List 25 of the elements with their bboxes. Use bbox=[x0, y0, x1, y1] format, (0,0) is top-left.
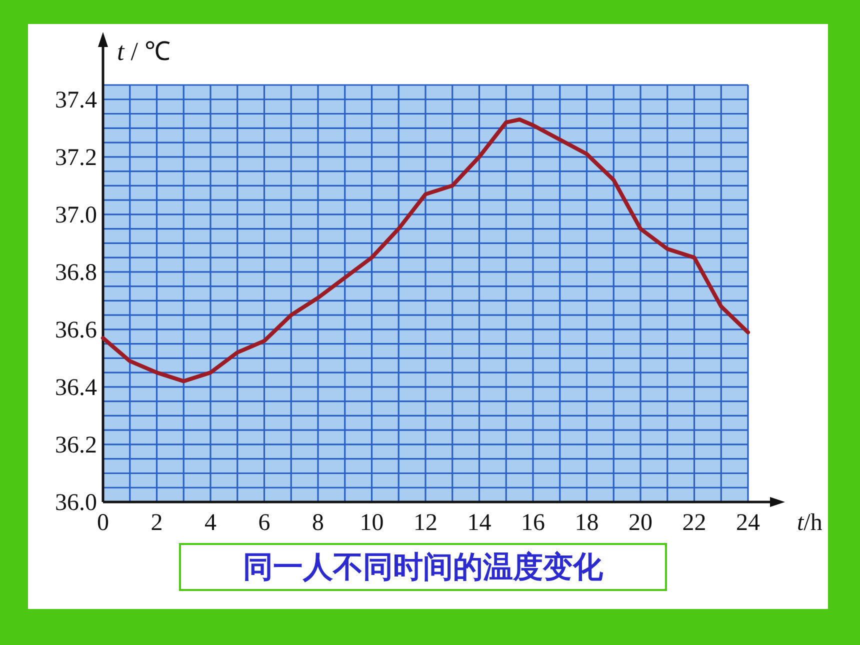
x-tick-label: 14 bbox=[467, 510, 492, 536]
y-tick-label: 37.0 bbox=[55, 202, 97, 228]
x-tick-label: 16 bbox=[521, 510, 545, 536]
x-tick-label: 6 bbox=[258, 510, 270, 536]
y-axis-title: t / ℃ bbox=[117, 37, 170, 66]
x-tick-label: 4 bbox=[204, 510, 216, 536]
x-tick-label: 12 bbox=[414, 510, 438, 536]
x-tick-label: 18 bbox=[574, 510, 599, 536]
x-tick-label: 0 bbox=[97, 510, 109, 536]
line-series bbox=[101, 118, 750, 384]
x-tick-label: 24 bbox=[736, 510, 760, 536]
x-tick-label: 22 bbox=[682, 510, 706, 536]
x-tick-label: 2 bbox=[150, 510, 163, 536]
x-tick-label: 8 bbox=[312, 510, 324, 536]
y-tick-label: 37.4 bbox=[55, 87, 97, 114]
x-tick-label: 10 bbox=[360, 510, 384, 536]
x-tick-label: 20 bbox=[628, 510, 652, 536]
text: 同一人不同时间的温度变化 bbox=[243, 550, 604, 585]
y-tick-label: 36.8 bbox=[55, 260, 97, 286]
y-tick-label: 36.2 bbox=[55, 432, 97, 458]
y-tick-label: 36.4 bbox=[55, 374, 97, 401]
x-axis-title: t/h bbox=[797, 510, 822, 536]
y-tick-label: 36.0 bbox=[55, 490, 97, 516]
y-tick-label: 36.6 bbox=[55, 317, 97, 344]
y-tick-label: 37.2 bbox=[55, 144, 97, 171]
